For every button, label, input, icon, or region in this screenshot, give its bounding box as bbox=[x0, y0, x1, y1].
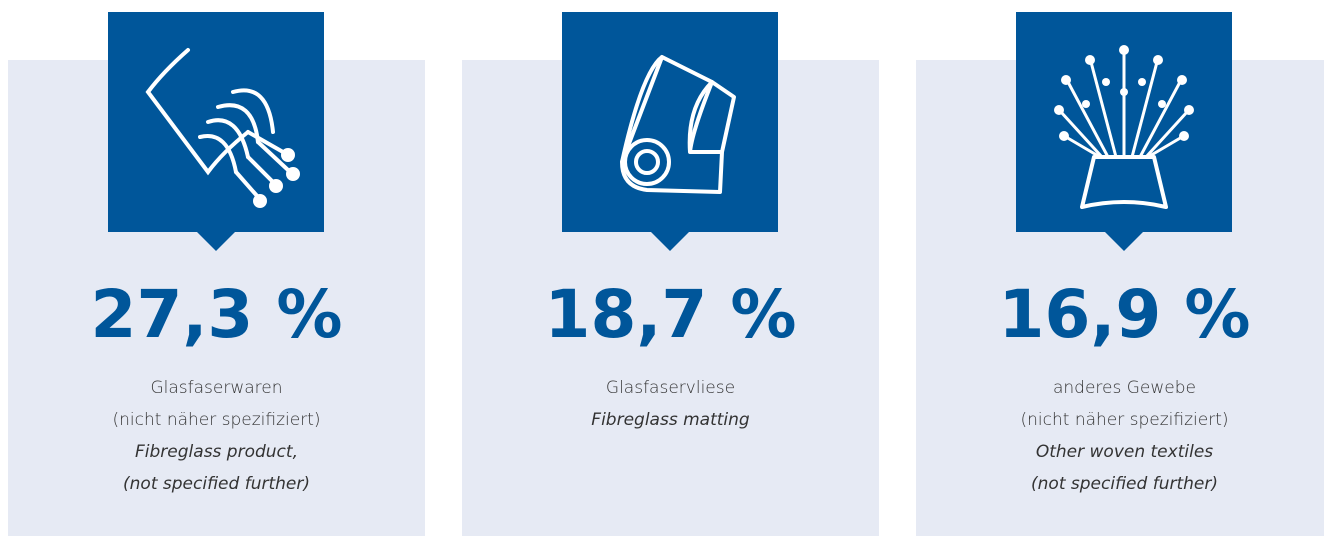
english-line: Other woven textiles bbox=[1035, 442, 1214, 462]
icon-textile bbox=[1016, 12, 1232, 251]
description: anderes Gewebe (nicht näher spezifiziert)… bbox=[916, 372, 1324, 500]
percentage: 18,7 % bbox=[544, 276, 797, 353]
german-line: Glasfaserwaren bbox=[150, 378, 283, 398]
german-line: Glasfaservliese bbox=[605, 378, 736, 398]
english-line: Fibreglass product, bbox=[135, 442, 298, 462]
icon-roll bbox=[562, 12, 778, 251]
german-line: (nicht näher spezifiziert) bbox=[1020, 410, 1229, 430]
english-line: (not specified further) bbox=[1031, 474, 1218, 494]
description: Glasfaservliese Fibreglass matting bbox=[462, 372, 879, 436]
percentage: 16,9 % bbox=[998, 276, 1251, 353]
english-line: Fibreglass matting bbox=[591, 410, 750, 430]
icon-fibre bbox=[108, 12, 324, 251]
description: Glasfaserwaren (nicht näher spezifiziert)… bbox=[8, 372, 425, 500]
german-line: anderes Gewebe bbox=[1052, 378, 1197, 398]
english-line: (not specified further) bbox=[123, 474, 310, 494]
percentage: 27,3 % bbox=[90, 276, 343, 353]
german-line: (nicht näher spezifiziert) bbox=[112, 410, 321, 430]
